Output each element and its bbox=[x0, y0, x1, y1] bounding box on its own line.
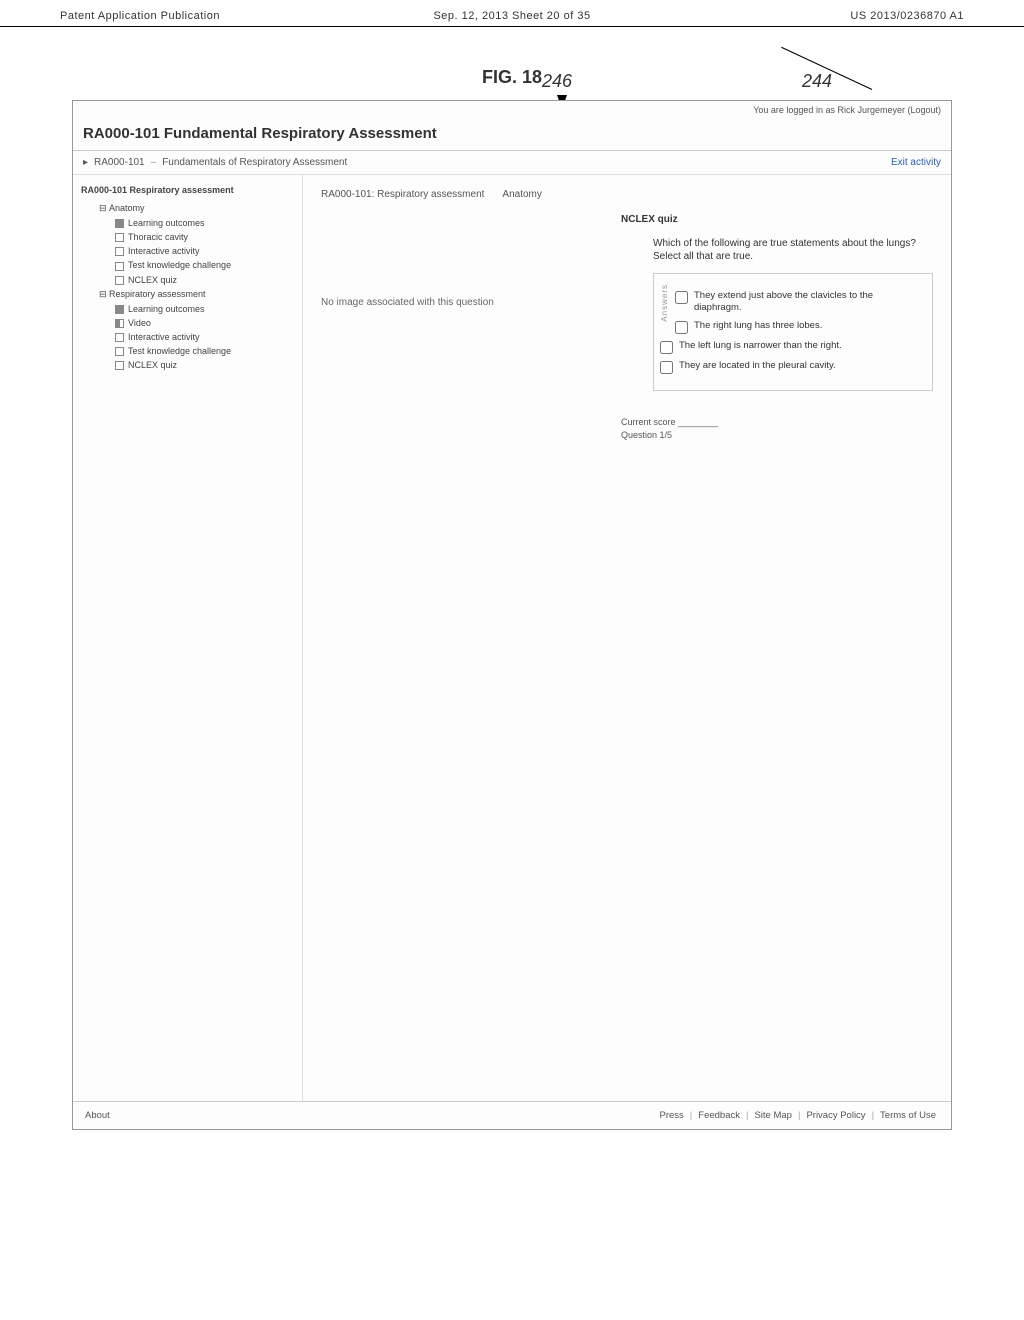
answer-option[interactable]: They extend just above the clavicles to … bbox=[675, 290, 922, 314]
footer: About Press | Feedback | Site Map | Privacy Po… bbox=[73, 1101, 951, 1129]
separator: | bbox=[690, 1110, 692, 1121]
app-window: You are logged in as Rick Jurgemeyer (Lo… bbox=[72, 100, 952, 1130]
progress-icon bbox=[115, 276, 124, 285]
tree-leaf[interactable]: Thoracic cavity bbox=[81, 230, 294, 244]
progress-label: Question 1/5 bbox=[621, 430, 933, 440]
footer-link[interactable]: Press bbox=[660, 1110, 684, 1121]
answer-checkbox[interactable] bbox=[675, 321, 688, 334]
breadcrumb-item[interactable]: Fundamentals of Respiratory Assessment bbox=[162, 157, 347, 168]
figure-area: FIG. 18 244 246 262 42 You are logged in… bbox=[72, 67, 952, 1267]
answer-checkbox[interactable] bbox=[660, 361, 673, 374]
progress-icon bbox=[115, 319, 124, 328]
tree-leaf[interactable]: Learning outcomes bbox=[81, 216, 294, 230]
tree-item-label: Respiratory assessment bbox=[109, 289, 206, 299]
tree-leaf[interactable]: Video bbox=[81, 316, 294, 330]
answer-checkbox[interactable] bbox=[660, 341, 673, 354]
quiz-image-slot: No image associated with this question bbox=[321, 237, 633, 391]
tree-leaf[interactable]: Test knowledge challenge bbox=[81, 344, 294, 358]
progress-icon bbox=[115, 233, 124, 242]
score-label: Current score ________ bbox=[621, 417, 933, 427]
tree-branch[interactable]: ⊟Respiratory assessment bbox=[81, 287, 294, 302]
footer-link[interactable]: Feedback bbox=[698, 1110, 740, 1121]
tree-leaf[interactable]: Test knowledge challenge bbox=[81, 258, 294, 272]
tree-leaf[interactable]: Interactive activity bbox=[81, 244, 294, 258]
patent-header-right: US 2013/0236870 A1 bbox=[850, 10, 964, 22]
progress-icon bbox=[115, 219, 124, 228]
separator: | bbox=[798, 1110, 800, 1121]
tree-leaf[interactable]: Interactive activity bbox=[81, 330, 294, 344]
breadcrumb-sep: – bbox=[151, 157, 157, 168]
progress-icon bbox=[115, 247, 124, 256]
answers-box: Answers They extend just above the clavi… bbox=[653, 273, 933, 391]
breadcrumb: ▸ RA000-101 – Fundamentals of Respirator… bbox=[73, 151, 951, 175]
progress-icon bbox=[115, 305, 124, 314]
tree-item-label: Interactive activity bbox=[128, 246, 200, 256]
footer-link[interactable]: Site Map bbox=[754, 1110, 792, 1121]
sidebar: RA000-101 Respiratory assessment ⊟Anatom… bbox=[73, 175, 303, 1101]
breadcrumb-chevron-icon: ▸ bbox=[83, 157, 88, 168]
page-title: RA000-101 Fundamental Respiratory Assess… bbox=[73, 117, 951, 151]
footer-link[interactable]: Terms of Use bbox=[880, 1110, 936, 1121]
tree-item-label: Thoracic cavity bbox=[128, 232, 188, 242]
progress-icon bbox=[115, 361, 124, 370]
answer-checkbox[interactable] bbox=[675, 291, 688, 304]
separator: | bbox=[872, 1110, 874, 1121]
answer-option[interactable]: The right lung has three lobes. bbox=[675, 320, 922, 334]
tree-item-label: NCLEX quiz bbox=[128, 275, 177, 285]
tree-toggle-icon[interactable]: ⊟ bbox=[99, 289, 109, 300]
tree-leaf[interactable]: NCLEX quiz bbox=[81, 358, 294, 372]
answers-label: Answers bbox=[660, 284, 669, 322]
tree-leaf[interactable]: NCLEX quiz bbox=[81, 273, 294, 287]
answer-text: The right lung has three lobes. bbox=[694, 320, 822, 332]
answer-text: They extend just above the clavicles to … bbox=[694, 290, 922, 314]
tree-item-label: Learning outcomes bbox=[128, 304, 205, 314]
content-crumb[interactable]: RA000-101: Respiratory assessment bbox=[321, 189, 484, 200]
tree-item-label: NCLEX quiz bbox=[128, 360, 177, 370]
patent-header-center: Sep. 12, 2013 Sheet 20 of 35 bbox=[433, 10, 590, 22]
patent-header: Patent Application Publication Sep. 12, … bbox=[0, 0, 1024, 27]
progress-icon bbox=[115, 347, 124, 356]
tree-root[interactable]: RA000-101 Respiratory assessment bbox=[81, 185, 294, 195]
callout-244: 244 bbox=[802, 71, 832, 92]
footer-about-link[interactable]: About bbox=[85, 1110, 110, 1121]
nav-tree: ⊟AnatomyLearning outcomesThoracic cavity… bbox=[81, 201, 294, 372]
no-image-text: No image associated with this question bbox=[321, 297, 494, 308]
exit-activity-link[interactable]: Exit activity bbox=[891, 157, 941, 168]
question-text: Which of the following are true statemen… bbox=[653, 237, 933, 263]
tree-branch[interactable]: ⊟Anatomy bbox=[81, 201, 294, 216]
footer-link[interactable]: Privacy Policy bbox=[806, 1110, 865, 1121]
separator: | bbox=[746, 1110, 748, 1121]
callout-246: 246 bbox=[542, 71, 572, 92]
answer-option[interactable]: The left lung is narrower than the right… bbox=[660, 340, 922, 354]
tree-item-label: Test knowledge challenge bbox=[128, 346, 231, 356]
progress-icon bbox=[115, 333, 124, 342]
patent-header-left: Patent Application Publication bbox=[60, 10, 220, 22]
progress-icon bbox=[115, 262, 124, 271]
login-status[interactable]: You are logged in as Rick Jurgemeyer (Lo… bbox=[73, 101, 951, 117]
tree-item-label: Test knowledge challenge bbox=[128, 260, 231, 270]
footer-links: Press | Feedback | Site Map | Privacy Policy | T… bbox=[657, 1110, 940, 1121]
answer-text: The left lung is narrower than the right… bbox=[679, 340, 842, 352]
main-content: RA000-101: Respiratory assessment Anatom… bbox=[303, 175, 951, 1101]
breadcrumb-item[interactable]: RA000-101 bbox=[94, 157, 145, 168]
tree-item-label: Interactive activity bbox=[128, 332, 200, 342]
tree-item-label: Learning outcomes bbox=[128, 218, 205, 228]
tree-toggle-icon[interactable]: ⊟ bbox=[99, 203, 109, 214]
answer-text: They are located in the pleural cavity. bbox=[679, 360, 836, 372]
tree-leaf[interactable]: Learning outcomes bbox=[81, 302, 294, 316]
quiz-title: NCLEX quiz bbox=[621, 214, 933, 225]
content-crumb[interactable]: Anatomy bbox=[502, 189, 541, 200]
answer-option[interactable]: They are located in the pleural cavity. bbox=[660, 360, 922, 374]
tree-item-label: Anatomy bbox=[109, 203, 145, 213]
tree-item-label: Video bbox=[128, 318, 151, 328]
